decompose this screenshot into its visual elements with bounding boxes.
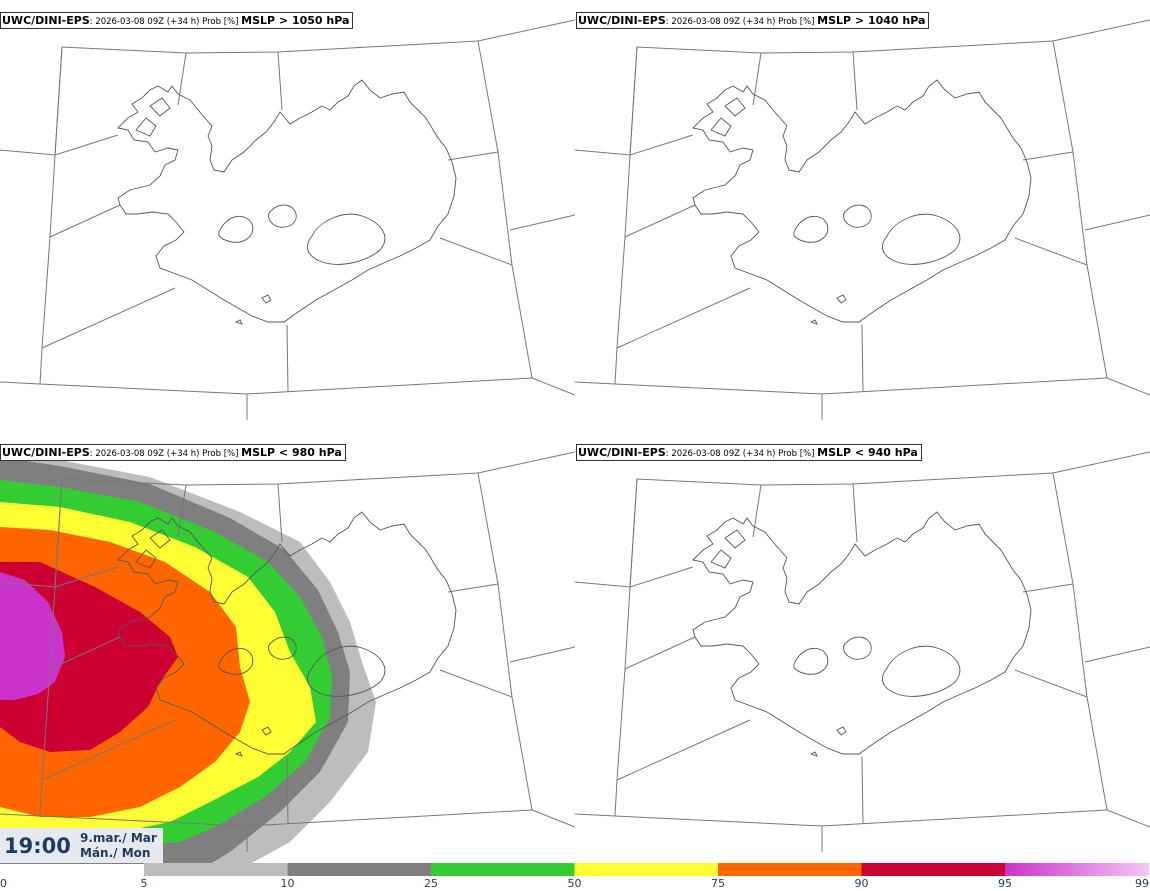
map-canvas <box>575 451 1150 853</box>
run-info: : 2026-03-08 09Z (+34 h) Prob [%] <box>665 17 818 27</box>
colorbar-tick-label: 75 <box>711 877 725 890</box>
colorbar-tick-label: 10 <box>281 877 295 890</box>
colorbar-tick-label: 25 <box>424 877 438 890</box>
variable-label: MSLP > 1050 hPa <box>241 14 350 27</box>
colorbar-tick-label: 0 <box>0 877 7 890</box>
colorbar-segment <box>1005 863 1149 876</box>
colorbar-tick-label: 90 <box>855 877 869 890</box>
probability-field <box>0 452 376 864</box>
colorbar-segment <box>574 863 719 876</box>
colorbar-segment <box>287 863 432 876</box>
valid-weekday: Mán./ Mon <box>80 846 151 860</box>
run-info: : 2026-03-08 09Z (+34 h) Prob [%] <box>665 449 818 459</box>
map-panel-bottom-left: UWC/DINI-EPS: 2026-03-08 09Z (+34 h) Pro… <box>0 432 575 864</box>
colorbar-segment <box>144 863 288 876</box>
panel-title: UWC/DINI-EPS: 2026-03-08 09Z (+34 h) Pro… <box>0 12 354 29</box>
variable-label: MSLP > 1040 hPa <box>817 14 926 27</box>
valid-date: 9.mar./ Mar <box>80 831 157 845</box>
colorbar-segment <box>718 863 862 876</box>
panel-title: UWC/DINI-EPS: 2026-03-08 09Z (+34 h) Pro… <box>576 444 922 461</box>
variable-label: MSLP < 940 hPa <box>817 446 918 459</box>
colorbar-tick-label: 95 <box>998 877 1012 890</box>
map-panel-top-right: UWC/DINI-EPS: 2026-03-08 09Z (+34 h) Pro… <box>575 0 1150 432</box>
panel-title: UWC/DINI-EPS: 2026-03-08 09Z (+34 h) Pro… <box>576 12 930 29</box>
valid-time: 19:00 <box>4 834 71 858</box>
variable-label: MSLP < 980 hPa <box>241 446 342 459</box>
map-canvas <box>0 19 575 421</box>
colorbar-tick-label: 99 <box>1135 877 1149 890</box>
colorbar: 0 5 10 25 50 75 90 95 99 <box>0 863 1149 890</box>
model-name: UWC/DINI-EPS <box>2 446 90 459</box>
model-name: UWC/DINI-EPS <box>2 14 90 27</box>
panel-title: UWC/DINI-EPS: 2026-03-08 09Z (+34 h) Pro… <box>0 444 346 461</box>
model-name: UWC/DINI-EPS <box>578 446 666 459</box>
colorbar-tick-label: 5 <box>141 877 148 890</box>
map-canvas <box>0 451 575 864</box>
map-canvas <box>575 19 1150 421</box>
map-panel-top-left: UWC/DINI-EPS: 2026-03-08 09Z (+34 h) Pro… <box>0 0 575 432</box>
model-name: UWC/DINI-EPS <box>578 14 666 27</box>
run-info: : 2026-03-08 09Z (+34 h) Prob [%] <box>89 17 242 27</box>
colorbar-segment <box>431 863 575 876</box>
run-info: : 2026-03-08 09Z (+34 h) Prob [%] <box>89 449 242 459</box>
map-panel-bottom-right: UWC/DINI-EPS: 2026-03-08 09Z (+34 h) Pro… <box>575 432 1150 864</box>
colorbar-segment <box>861 863 1006 876</box>
valid-time-box: 19:00 9.mar./ Mar Mán./ Mon <box>0 828 163 863</box>
colorbar-tick-label: 50 <box>568 877 582 890</box>
